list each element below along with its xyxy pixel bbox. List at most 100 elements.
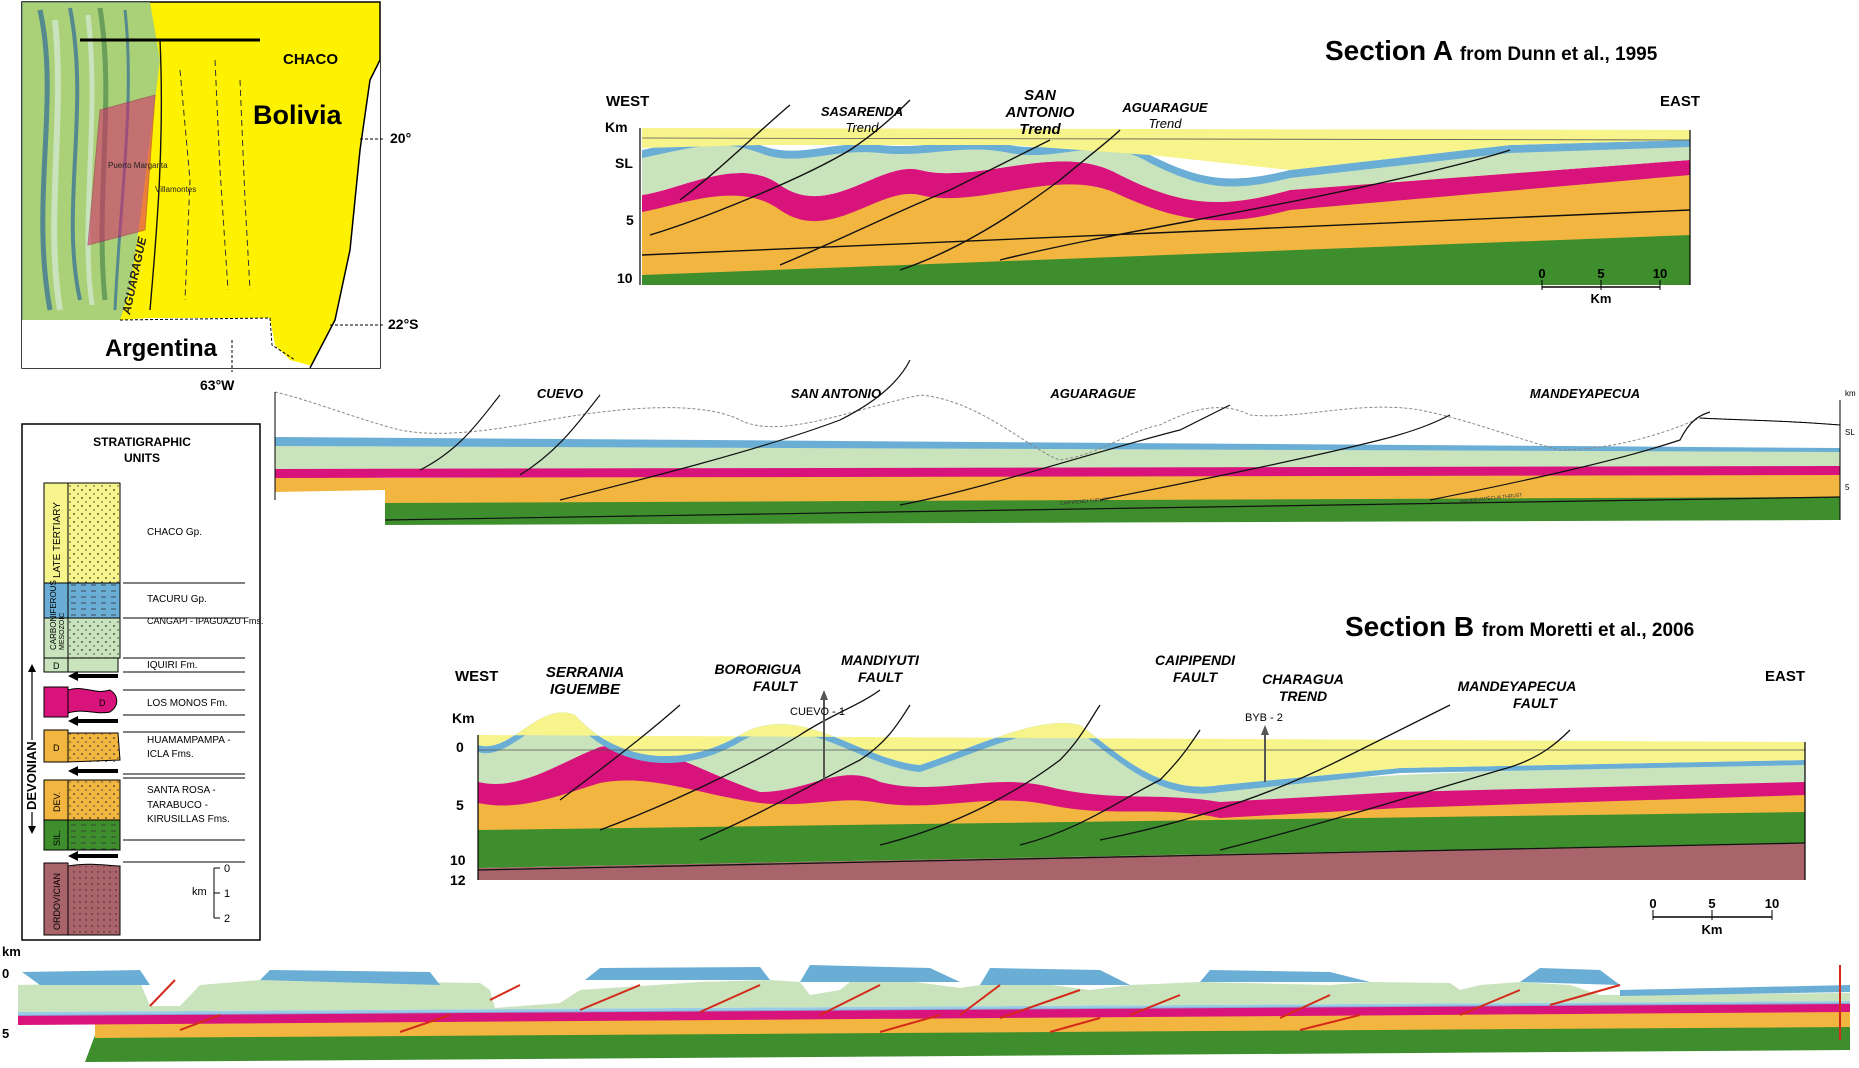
sa-trend-aguarague: AGUARAGUE Trend [1121,100,1208,131]
map-study-area [87,94,156,246]
bottom-section: km 0 5 [2,944,1850,1062]
sa-layer-green-light [642,142,1690,202]
sb-layer-huamampampa [478,777,1805,830]
bt-depth-5: 5 [2,1026,9,1041]
sa-trend-san-antonio: SAN ANTONIO Trend [1005,87,1075,138]
mid-sl-label: SL [1845,428,1855,437]
sb-layer-tertiary [478,712,1805,787]
mid-label-aguarague: AGUARAGUE [1049,386,1136,401]
legend-age-carboniferous: CARBONIFEROUS [49,580,58,650]
sb-label-mandeyapecua-fault: MANDEYAPECUA FAULT [1458,678,1577,711]
legend-unit-iquiri: IQUIRI Fm. [147,660,198,671]
mid-label-cuevo: CUEVO [537,386,583,401]
section-b: Section B from Moretti et al., 2006 [450,611,1806,937]
svg-text:5: 5 [1708,896,1715,911]
sb-wells [820,690,1269,782]
legend-age-d3: D [53,743,60,753]
legend-age-d2: D [99,698,106,708]
sa-east-label: EAST [1660,93,1700,110]
sb-depth-5: 5 [456,797,464,813]
legend-unit-chaco: CHACO Gp. [147,527,202,538]
sb-layer-green-light [478,715,1805,802]
legend-unit-santa-rosa: SANTA ROSA - [147,785,216,796]
map-label-puerto-margarita: Puerto Margarita [108,161,168,170]
sa-depth-10: 10 [617,270,633,286]
legend-unit-tarabuco: TARABUCO - [147,800,208,811]
svg-text:2: 2 [224,913,230,925]
sb-well-cuevo-1: CUEVO - 1 [790,706,845,718]
svg-text:km: km [192,886,207,898]
sb-km-label: Km [452,710,475,726]
legend-age-sil: SIL. [52,830,62,846]
map-label-villamontes: Villamontes [155,185,196,194]
sa-trend-sasarenda: SASARENDA Trend [821,104,903,135]
middle-section: CUEVO SAN ANTONIO AGUARAGUE MANDEYAPECUA… [274,359,1856,525]
map-label-lat-20: 20° [390,130,411,146]
map-label-argentina: Argentina [105,335,218,362]
mid-layer-green-light [275,446,1840,469]
legend-km-scale: km 0 1 2 [192,863,230,925]
legend-title-2: UNITS [124,451,160,465]
sa-scale-0: 0 [1538,266,1545,281]
legend-age-devonian: DEVONIAN [24,741,39,810]
legend-age-ordovician: ORDOVICIAN [52,873,62,930]
mid-depth-5: 5 [1845,483,1850,492]
bt-layer-los-monos [18,1003,1850,1025]
legend-unit-cangapi: CANGAPI - IPAGUAZU Fms. [147,616,263,626]
svg-text:10: 10 [1765,896,1779,911]
svg-text:0: 0 [224,863,230,875]
legend-age-dev: DEV. [52,792,62,812]
bt-km-label: km [2,944,21,959]
sb-layer-los-monos [478,743,1805,818]
sa-km-label: Km [605,119,628,135]
legend-age-d1: D [53,661,60,671]
map-argentina-area [22,318,320,368]
mid-label-mandeyapecua: MANDEYAPECUA [1530,386,1640,401]
sa-sl-label: SL [615,155,633,171]
sa-layer-los-monos [642,160,1690,222]
mid-thrust-caipipendi: CAIPIPENDI THRUST [1060,497,1110,507]
sb-east-label: EAST [1765,668,1805,685]
sb-west-label: WEST [455,668,498,685]
sb-depth-10: 10 [450,852,466,868]
mid-layer-huamampampa [275,472,1840,503]
sa-scale-unit: Km [1591,291,1612,306]
section-b-title: Section B from Moretti et al., 2006 [1345,611,1694,642]
bt-layer-huamampampa [95,1010,1850,1038]
mid-label-san-antonio: SAN ANTONIO [791,386,881,401]
legend-unit-los-monos: LOS MONOS Fm. [147,698,228,709]
mid-km-label: km [1845,389,1856,398]
section-a: Section A from Dunn et al., 1995 WEST EA… [605,35,1700,306]
sb-label-serrania-iguembe: SERRANIA IGUEMBE [546,664,624,698]
bt-layer-green-light [18,980,1850,1012]
sa-west-label: WEST [606,93,649,110]
legend-title-1: STRATIGRAPHIC [93,435,191,449]
location-map: CHACO Bolivia Argentina 20° 22°S 63°W AG… [21,1,419,393]
mid-layer-carboniferous [275,437,1840,452]
sb-well-byb-2: BYB - 2 [1245,712,1283,724]
map-label-lon-63: 63°W [200,377,235,393]
sb-depth-0: 0 [456,739,464,755]
legend-unit-kirusillas: KIRUSILLAS Fms. [147,814,230,825]
sa-layer-carboniferous [642,137,1690,187]
stratigraphic-legend: STRATIGRAPHIC UNITS [21,423,263,941]
svg-text:1: 1 [224,888,230,900]
sb-label-charagua-trend: CHARAGUA TREND [1262,671,1344,704]
bt-depth-0: 0 [2,966,9,981]
sb-label-bororigua-fault: BORORIGUA FAULT [714,661,801,694]
map-label-lat-22: 22°S [388,316,419,332]
legend-unit-tacuru: TACURU Gp. [147,594,207,605]
sb-layer-ordovician [478,843,1805,880]
sa-depth-5: 5 [626,212,634,228]
svg-text:0: 0 [1649,896,1656,911]
legend-age-mesozoic: MESOZOIC [59,613,66,650]
legend-unit-huamampampa: HUAMAMPAMPA - [147,735,231,746]
legend-age-late-tertiary: LATE TERTIARY [52,502,63,578]
sb-label-caipipendi-fault: CAIPIPENDI FAULT [1155,652,1236,685]
legend-unit-icla: ICLA Fms. [147,749,194,760]
sa-scale-10: 10 [1653,266,1667,281]
sb-label-mandiyuti-fault: MANDIYUTI FAULT [841,652,920,685]
sa-scale-bar: 0 5 10 Km [1538,266,1667,306]
map-label-chaco: CHACO [283,51,338,68]
